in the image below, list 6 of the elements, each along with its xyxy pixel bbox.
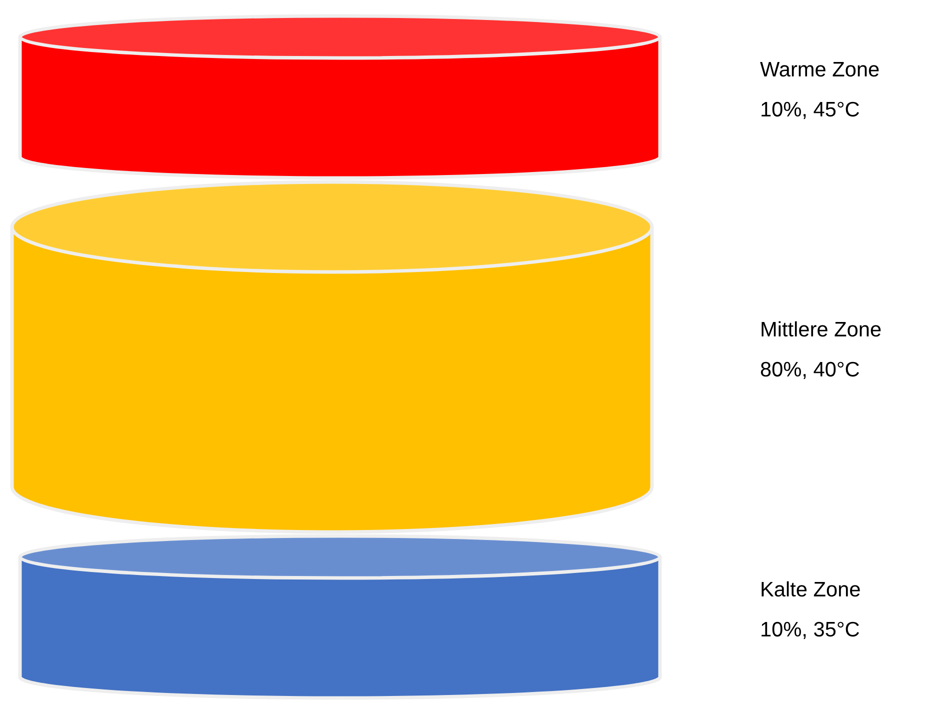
- category-label: Kalte Zone: [762, 581, 860, 597]
- data-label: 80%, 40°C: [760, 362, 860, 380]
- data-label: 10%, 35°C: [762, 622, 860, 640]
- data-label: 10%, 45°C: [762, 102, 860, 120]
- category-label: Mittlere Zone: [762, 321, 881, 337]
- category-label: Warme Zone: [760, 62, 879, 77]
